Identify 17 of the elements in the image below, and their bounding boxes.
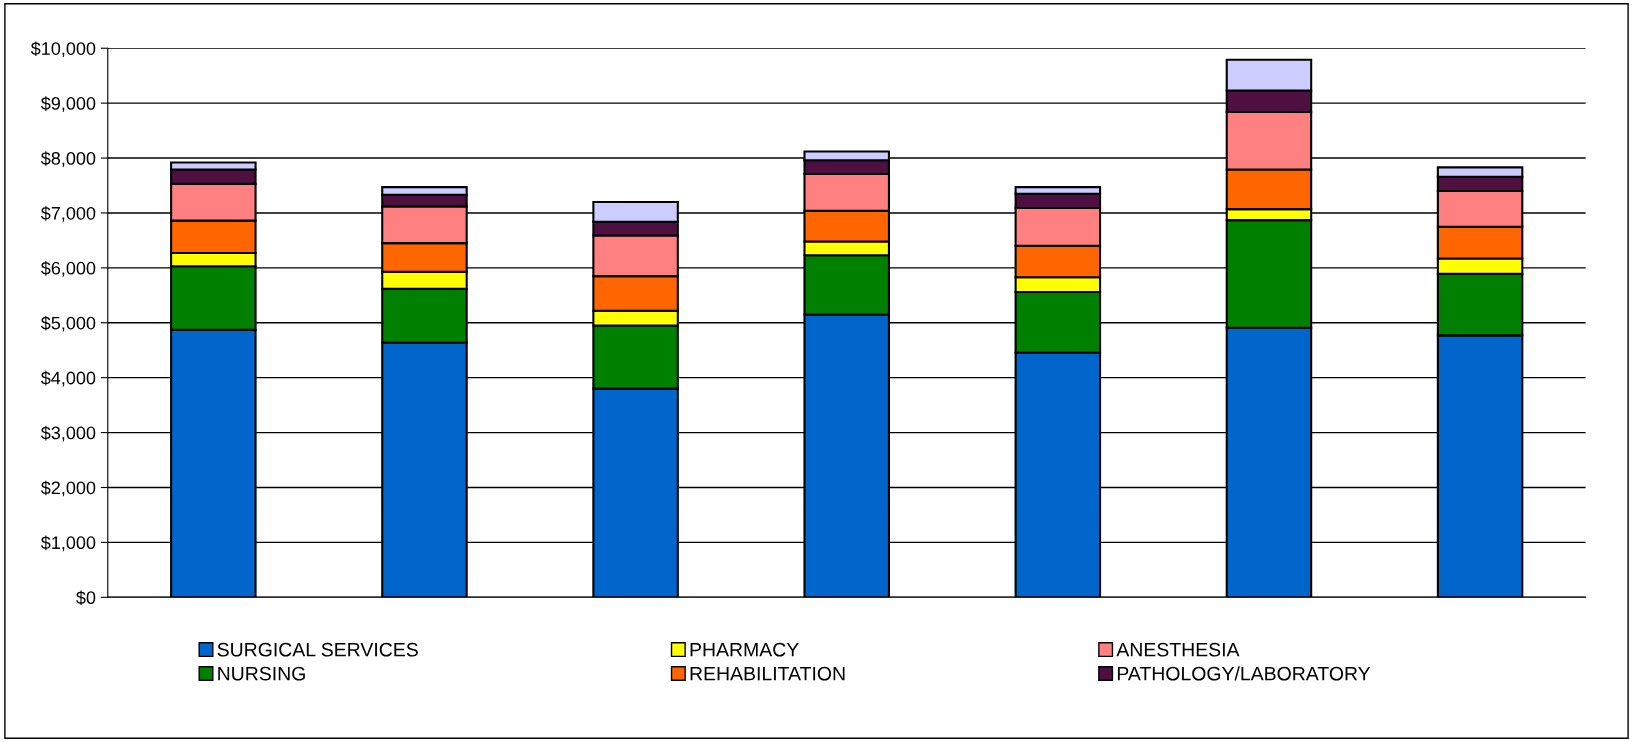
- legend-label: NURSING: [218, 666, 305, 681]
- legend-label: PATHOLOGY/LABORATORY: [1117, 666, 1371, 681]
- y-tick-label: $0: [76, 590, 96, 606]
- y-tick-label: $8,000: [40, 151, 96, 167]
- y-tick-label: $2,000: [40, 480, 96, 497]
- y-tick-label: $1,000: [40, 535, 96, 552]
- legend-label: PHARMACY: [690, 642, 799, 657]
- legend-label: ANESTHESIA: [1116, 642, 1240, 657]
- y-tick-label: $6,000: [40, 261, 96, 277]
- y-tick-label: $3,000: [40, 425, 96, 442]
- y-tick-label: $7,000: [40, 206, 96, 222]
- legend-label: REHABILITATION: [690, 666, 845, 681]
- y-tick-label: $4,000: [40, 370, 96, 387]
- y-tick-label: $10,000: [30, 41, 96, 58]
- legend-label: SURGICAL SERVICES: [217, 642, 418, 657]
- y-tick-label: $5,000: [40, 315, 96, 332]
- y-tick-label: $9,000: [40, 96, 96, 112]
